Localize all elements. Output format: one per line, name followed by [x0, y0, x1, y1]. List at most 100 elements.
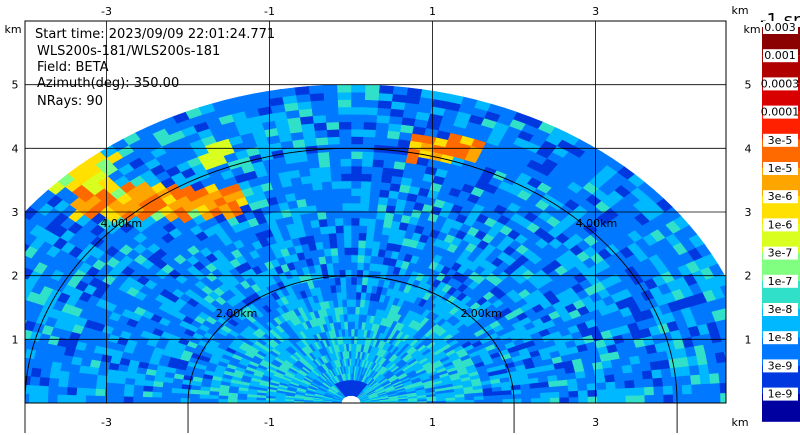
radar-cell: [311, 181, 323, 191]
radar-cell: [105, 375, 117, 384]
radar-cell: [539, 391, 551, 399]
radar-cell: [123, 396, 134, 403]
x-tick-label-bottom: 1: [429, 416, 436, 429]
colorbar-label: 3e-9: [768, 359, 793, 372]
radar-cell: [613, 372, 625, 382]
radar-cell: [312, 114, 327, 124]
radar-cell: [350, 291, 357, 300]
radar-cell: [189, 393, 200, 400]
radar-cell: [29, 376, 41, 387]
radar-cell: [338, 121, 352, 130]
radar-cell: [335, 232, 345, 241]
colorbar-label: 3e-5: [768, 134, 793, 147]
x-tick-label-top: 1: [429, 5, 436, 18]
radar-cell: [301, 130, 316, 140]
radar-cell: [142, 385, 154, 393]
radar-cell: [345, 291, 352, 300]
radar-cell: [688, 364, 701, 376]
radar-cell: [379, 181, 391, 191]
radar-cell: [392, 86, 409, 96]
radar-cell: [634, 394, 646, 403]
x-tick-label-top: -3: [101, 5, 112, 18]
radar-cell: [132, 390, 144, 398]
radar-cell: [360, 165, 373, 175]
radar-cell: [374, 218, 385, 228]
radar-cell: [568, 396, 580, 403]
radar-cell: [382, 159, 395, 169]
radar-cell: [371, 166, 384, 176]
colorbar-label: 1e-7: [768, 275, 793, 288]
range-ring-label: 2.00km: [460, 307, 502, 320]
radar-cell: [320, 181, 333, 190]
radar-cell: [85, 395, 96, 403]
radar-cell: [375, 121, 390, 131]
radar-cell: [77, 372, 89, 382]
radar-cell: [605, 380, 617, 390]
radar-cell: [558, 390, 570, 398]
radar-cell: [9, 307, 22, 319]
radar-cell: [624, 379, 636, 389]
radar-cell: [672, 384, 683, 395]
radar-cell: [355, 291, 362, 300]
radar-cell: [634, 386, 646, 396]
colorbar-label: 0.0001: [761, 106, 800, 119]
radar-cell: [293, 86, 310, 96]
radar-cell: [332, 195, 343, 204]
radar-cell: [326, 225, 337, 234]
radar-cell: [0, 302, 4, 314]
field-label: Field: BETA: [37, 60, 109, 75]
radar-field: [0, 84, 747, 403]
radar-cell: [358, 217, 368, 227]
radar-cell: [151, 391, 163, 399]
radar-cell: [10, 394, 20, 403]
radar-cell: [719, 284, 726, 298]
radar-cell: [377, 92, 394, 102]
radar-cell: [0, 354, 6, 365]
radar-cell: [350, 328, 355, 337]
radar-cell: [25, 393, 30, 403]
radar-cell: [0, 364, 4, 375]
radar-cell: [720, 392, 726, 403]
radar-cell: [679, 365, 691, 377]
radar-cell: [346, 298, 352, 307]
radar-cell: [0, 270, 10, 283]
radar-cell: [133, 378, 145, 387]
radar-cell: [69, 364, 81, 374]
radar-cell: [313, 121, 327, 131]
radar-cell: [382, 219, 393, 229]
radar-cell: [342, 224, 352, 234]
radar-cell: [325, 217, 336, 227]
radar-cell: [567, 384, 579, 392]
radar-cell: [364, 91, 380, 101]
radar-cell: [360, 173, 372, 182]
radar-cell: [0, 234, 13, 247]
nrays-label: NRays: 90: [37, 94, 103, 109]
radar-cell: [133, 384, 144, 392]
radar-cell: [85, 388, 96, 397]
radar-cell: [661, 376, 673, 387]
radar-cell: [354, 306, 361, 315]
y-tick-label-right: 3: [745, 206, 752, 219]
radar-cell: [94, 388, 106, 397]
radar-cell: [530, 392, 542, 399]
radar-cell: [736, 360, 747, 372]
radar-cell: [350, 150, 363, 160]
radar-cell: [337, 99, 352, 108]
radar-cell: [340, 165, 352, 174]
radar-cell: [330, 180, 342, 190]
radar-cell: [56, 386, 68, 396]
radar-cell: [170, 392, 182, 399]
radar-cell: [724, 296, 726, 300]
radar-cell: [625, 394, 636, 403]
radar-cell: [25, 299, 27, 303]
radar-cell: [691, 383, 702, 395]
radar-cell: [48, 377, 60, 388]
radar-cell: [0, 304, 13, 316]
radar-cell: [106, 369, 118, 378]
radar-cell: [483, 398, 494, 403]
radar-cell: [340, 180, 352, 189]
radar-cell: [339, 158, 352, 167]
range-ring-label: 4.00km: [100, 217, 142, 230]
radar-cell: [708, 372, 721, 384]
radar-cell: [730, 305, 743, 318]
